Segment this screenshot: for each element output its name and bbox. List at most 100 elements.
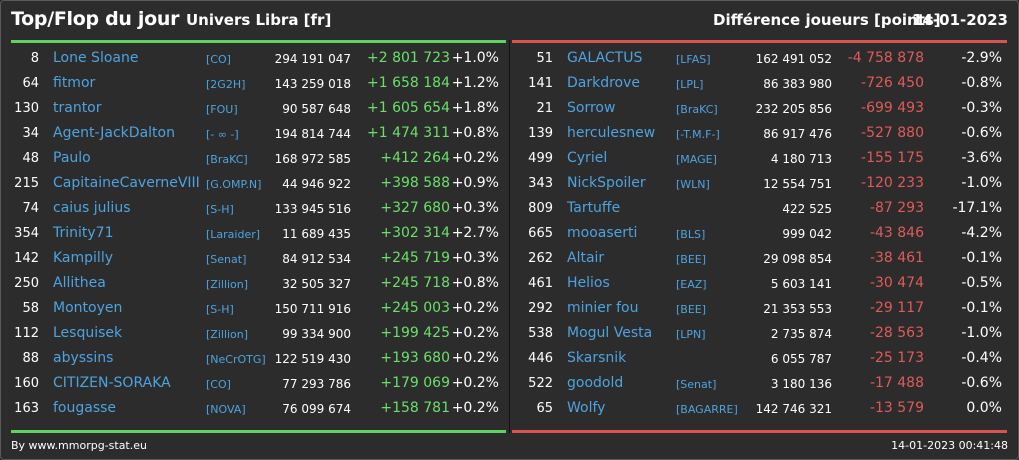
flop-row: 65 Wolfy [BAGARRE] 142 746 321 -13 579 0.0% — [510, 397, 1010, 422]
alliance-tag-link[interactable]: [S-H] — [206, 203, 234, 216]
player-rank: 461 — [528, 276, 553, 291]
player-name-link[interactable]: Paulo — [53, 150, 91, 166]
player-name-link[interactable]: goodold — [567, 375, 624, 391]
player-name-link[interactable]: Altair — [567, 250, 605, 266]
alliance-tag-link[interactable]: [BraKC] — [676, 103, 718, 116]
player-name-link[interactable]: Sorrow — [567, 100, 616, 116]
page-title: Top/Flop du jour — [11, 8, 180, 30]
player-rank: 21 — [536, 101, 553, 116]
percent-difference: +1.8% — [451, 100, 499, 116]
player-rank: 65 — [536, 401, 553, 416]
player-name-link[interactable]: abyssins — [53, 350, 114, 366]
top-row: 163 fougasse [NOVA] 76 099 674 +158 781 +0.2% — [0, 397, 500, 422]
player-rank: 74 — [22, 201, 39, 216]
alliance-tag-link[interactable]: [NeCrOTG] — [206, 353, 266, 366]
player-rank: 8 — [30, 51, 39, 66]
alliance-tag-link[interactable]: [BEE] — [676, 303, 707, 316]
alliance-tag-link[interactable]: [- ∞ -] — [206, 128, 239, 141]
flop-divider-top — [512, 40, 1007, 43]
player-points: 21 353 553 — [763, 302, 832, 316]
alliance-tag-link[interactable]: [G.OMP.N] — [206, 178, 262, 191]
alliance-tag-link[interactable]: [Senat] — [206, 253, 247, 266]
percent-difference: +1.2% — [451, 75, 499, 91]
player-points: 11 689 435 — [282, 227, 351, 241]
player-name-link[interactable]: Kampilly — [53, 250, 113, 266]
column-divider — [509, 40, 510, 433]
alliance-tag-link[interactable]: [S-H] — [206, 303, 234, 316]
points-difference: +245 718 — [380, 275, 450, 291]
points-difference: +2 801 723 — [367, 50, 450, 66]
player-name-link[interactable]: Wolfy — [567, 400, 606, 416]
percent-difference: +2.7% — [451, 225, 499, 241]
alliance-tag-link[interactable]: [BLS] — [676, 228, 706, 241]
alliance-tag-link[interactable]: [MAGE] — [676, 153, 717, 166]
alliance-tag-link[interactable]: [CO] — [206, 53, 231, 66]
player-name-link[interactable]: Montoyen — [53, 300, 123, 316]
player-name-link[interactable]: Helios — [567, 275, 610, 291]
percent-difference: +0.8% — [451, 125, 499, 141]
player-name-link[interactable]: Tartuffe — [567, 200, 621, 216]
player-rank: 538 — [528, 326, 553, 341]
player-rank: 446 — [528, 351, 553, 366]
player-name-link[interactable]: CapitaineCaverneVIII — [53, 175, 200, 191]
alliance-tag-link[interactable]: [2G2H] — [206, 78, 246, 91]
player-name-link[interactable]: mooaserti — [567, 225, 638, 241]
player-name-link[interactable]: caius julius — [53, 200, 131, 216]
player-rank: 343 — [528, 176, 553, 191]
player-name-link[interactable]: Darkdrove — [567, 75, 641, 91]
player-name-link[interactable]: Mogul Vesta — [567, 325, 653, 341]
alliance-tag-link[interactable]: [WLN] — [676, 178, 710, 191]
alliance-tag-link[interactable]: [Senat] — [676, 378, 717, 391]
player-name-link[interactable]: Lone Sloane — [53, 50, 139, 66]
flop-row: 141 Darkdrove [LPL] 86 383 980 -726 450 -0.8% — [510, 72, 1010, 97]
alliance-tag-link[interactable]: [BAGARRE] — [676, 403, 738, 416]
percent-difference: -4.2% — [961, 225, 1002, 241]
player-name-link[interactable]: NickSpoiler — [567, 175, 646, 191]
player-rank: 51 — [536, 51, 553, 66]
alliance-tag-link[interactable]: [Laraider] — [206, 228, 261, 241]
top-row: 58 Montoyen [S-H] 150 711 916 +245 003 +0.2% — [0, 297, 500, 322]
player-points: 5 603 141 — [770, 277, 832, 291]
player-name-link[interactable]: Skarsnik — [567, 350, 627, 366]
player-rank: 250 — [14, 276, 39, 291]
alliance-tag-link[interactable]: [Zillion] — [206, 328, 249, 341]
top-divider-bottom — [11, 430, 506, 433]
player-rank: 354 — [14, 226, 39, 241]
player-points: 999 042 — [782, 227, 832, 241]
footer-source: By www.mmorpg-stat.eu — [11, 439, 147, 452]
player-points: 2 735 874 — [770, 327, 832, 341]
alliance-tag-link[interactable]: [FOU] — [206, 103, 238, 116]
player-name-link[interactable]: Cyriel — [567, 150, 608, 166]
percent-difference: -0.3% — [961, 100, 1002, 116]
percent-difference: +0.8% — [451, 275, 499, 291]
top-row: 48 Paulo [BraKC] 168 972 585 +412 264 +0.2% — [0, 147, 500, 172]
player-name-link[interactable]: Allithea — [53, 275, 106, 291]
points-difference: +327 680 — [380, 200, 450, 216]
alliance-tag-link[interactable]: [EAZ] — [676, 278, 707, 291]
player-name-link[interactable]: trantor — [53, 100, 102, 116]
player-name-link[interactable]: fitmor — [53, 75, 96, 91]
player-name-link[interactable]: fougasse — [53, 400, 117, 416]
player-name-link[interactable]: Lesquisek — [53, 325, 123, 341]
alliance-tag-link[interactable]: [LFAS] — [676, 53, 711, 66]
player-name-link[interactable]: minier fou — [567, 300, 639, 316]
alliance-tag-link[interactable]: [Zillion] — [206, 278, 249, 291]
flop-row: 538 Mogul Vesta [LPN] 2 735 874 -28 563 -1.0% — [510, 322, 1010, 347]
flop-row: 446 Skarsnik 6 055 787 -25 173 -0.4% — [510, 347, 1010, 372]
player-rank: 58 — [22, 301, 39, 316]
alliance-tag-link[interactable]: [LPL] — [676, 78, 704, 91]
player-name-link[interactable]: CITIZEN-SORAKA — [53, 375, 171, 391]
player-points: 99 334 900 — [282, 327, 351, 341]
alliance-tag-link[interactable]: [NOVA] — [206, 403, 246, 416]
player-name-link[interactable]: Agent-JackDalton — [53, 125, 175, 141]
alliance-tag-link[interactable]: [-T.M.F-] — [676, 128, 720, 141]
player-rank: 141 — [528, 76, 553, 91]
player-name-link[interactable]: herculesnew — [567, 125, 656, 141]
alliance-tag-link[interactable]: [BEE] — [676, 253, 707, 266]
player-name-link[interactable]: GALACTUS — [567, 50, 643, 66]
alliance-tag-link[interactable]: [LPN] — [676, 328, 706, 341]
player-name-link[interactable]: Trinity71 — [53, 225, 114, 241]
alliance-tag-link[interactable]: [BraKC] — [206, 153, 248, 166]
alliance-tag-link[interactable]: [CO] — [206, 378, 231, 391]
flop-divider-bottom — [512, 430, 1007, 433]
